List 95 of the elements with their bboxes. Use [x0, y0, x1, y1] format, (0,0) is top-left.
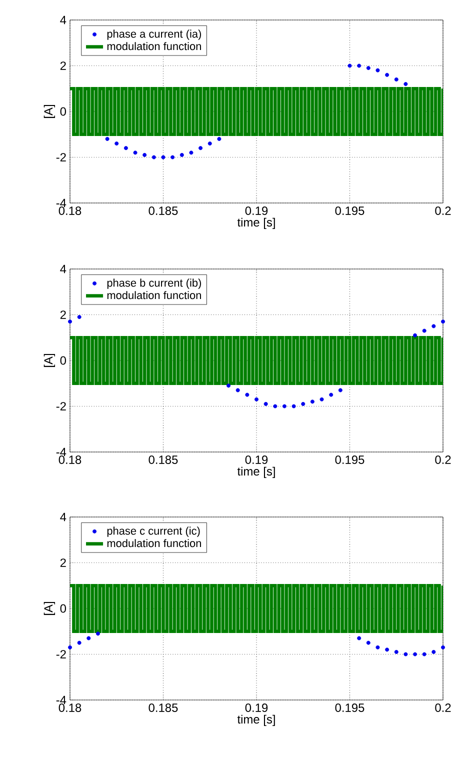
- legend-label: modulation function: [107, 539, 201, 548]
- y-tick-label: 4: [60, 16, 66, 24]
- point: [292, 404, 296, 408]
- point: [189, 150, 194, 155]
- point: [226, 384, 231, 388]
- point: [432, 650, 436, 654]
- point: [422, 652, 426, 656]
- point: [422, 328, 426, 333]
- point: [86, 636, 91, 640]
- point: [96, 632, 100, 636]
- x-tick-label: 0.19: [245, 206, 268, 215]
- point: [348, 64, 352, 68]
- point: [217, 136, 222, 141]
- point: [357, 64, 362, 68]
- y-tick-label: 0: [60, 604, 66, 613]
- y-tick-label: 2: [60, 62, 66, 70]
- point: [77, 640, 82, 645]
- point: [152, 155, 156, 160]
- point: [133, 150, 138, 155]
- point: [301, 402, 306, 406]
- x-tick-label: 0.19: [245, 704, 268, 712]
- point: [376, 645, 380, 650]
- x-tick-label: 0.18: [58, 704, 82, 712]
- x-axis-title: time [s]: [237, 466, 275, 478]
- x-tick-label: 0.185: [148, 704, 178, 712]
- point: [376, 68, 380, 72]
- point: [329, 392, 334, 397]
- point: [441, 320, 445, 324]
- point: [180, 152, 184, 157]
- point: [273, 404, 278, 408]
- x-tick-label: 0.195: [335, 456, 364, 464]
- point: [404, 82, 408, 86]
- x-tick-label: 0.185: [148, 456, 178, 464]
- x-tick-label: 0.195: [335, 206, 364, 215]
- point: [105, 136, 110, 141]
- x-tick-label: 0.18: [58, 206, 82, 215]
- y-tick-label: -2: [56, 650, 66, 658]
- point: [413, 333, 418, 338]
- point: [142, 152, 147, 157]
- point: [264, 402, 268, 406]
- point: [77, 315, 82, 320]
- y-axis-title: [A]: [44, 602, 56, 615]
- point: [282, 404, 286, 408]
- x-tick-label: 0.185: [148, 206, 178, 215]
- point: [124, 146, 128, 150]
- y-tick-label: -2: [56, 402, 66, 410]
- y-tick-label: 4: [60, 512, 66, 522]
- x-tick-label: 0.19: [245, 456, 268, 464]
- point: [236, 388, 240, 392]
- x-tick-label: 0.2: [435, 456, 451, 464]
- point: [161, 155, 166, 160]
- y-tick-label: -4: [56, 448, 66, 456]
- point: [310, 400, 314, 404]
- point: [441, 645, 445, 650]
- point: [208, 142, 212, 146]
- legend-label: phase c current (ic): [107, 526, 200, 537]
- point: [357, 636, 362, 640]
- point: [404, 652, 408, 656]
- y-tick-label: -4: [56, 198, 66, 208]
- point: [338, 388, 342, 392]
- point: [254, 397, 258, 402]
- y-tick-label: 0: [60, 107, 66, 116]
- y-tick-label: 0: [60, 356, 66, 365]
- point: [68, 645, 72, 650]
- legend-label: phase a current (ia): [107, 30, 201, 40]
- point: [432, 324, 436, 328]
- point: [366, 66, 370, 70]
- point: [366, 640, 370, 645]
- y-tick-label: 2: [60, 558, 66, 567]
- legend-label: modulation function: [107, 42, 201, 50]
- y-tick-label: 4: [60, 264, 66, 274]
- x-axis-title: time [s]: [237, 714, 275, 726]
- point: [394, 650, 398, 654]
- point: [245, 392, 250, 397]
- legend-label: phase b current (ib): [107, 278, 201, 289]
- legend-label: modulation function: [107, 291, 201, 300]
- x-tick-label: 0.2: [435, 206, 451, 215]
- x-tick-label: 0.195: [335, 704, 364, 712]
- point: [68, 320, 72, 324]
- x-tick-label: 0.2: [435, 704, 451, 712]
- point: [198, 146, 203, 150]
- y-axis-title: [A]: [44, 105, 56, 118]
- y-tick-label: -4: [56, 696, 66, 704]
- point: [385, 72, 390, 77]
- y-axis-title: [A]: [44, 354, 56, 367]
- x-axis-title: time [s]: [237, 218, 275, 229]
- y-tick-label: -2: [56, 153, 66, 162]
- point: [394, 77, 398, 82]
- point: [114, 142, 119, 146]
- point: [413, 652, 418, 656]
- point: [320, 397, 324, 402]
- point: [385, 648, 390, 652]
- x-tick-label: 0.18: [58, 456, 82, 464]
- y-tick-label: 2: [60, 310, 66, 319]
- point: [170, 155, 175, 160]
